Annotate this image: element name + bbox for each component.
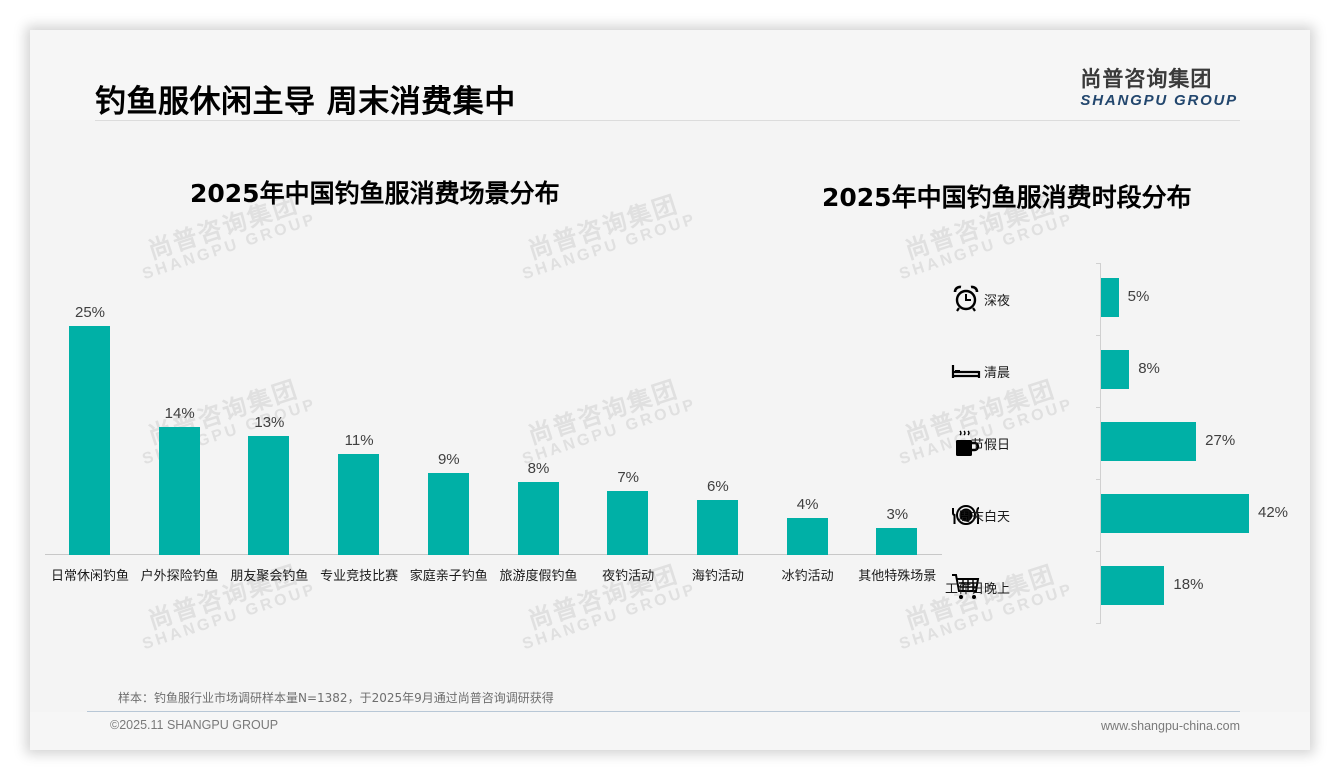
bar-value-label: 18% — [1173, 576, 1204, 593]
axis-tick — [1096, 335, 1101, 336]
footer-band — [30, 712, 1310, 750]
bar-value-label: 8% — [1138, 360, 1160, 377]
bar-value-label: 8% — [527, 459, 550, 477]
bar-value-label: 42% — [1258, 504, 1289, 521]
category-label: 周末白天 — [957, 510, 1010, 525]
bar-value-label: 4% — [796, 496, 819, 514]
bar-row: 工作日晚上 18% — [945, 566, 1310, 608]
page-title: 钓鱼服休闲主导 周末消费集中 — [95, 84, 516, 120]
bar-group: 13% 朋友聚会钓鱼 — [224, 290, 314, 584]
bar — [158, 426, 200, 555]
bar-value-label: 27% — [1205, 432, 1236, 449]
bar-group: 4% 冰钓活动 — [763, 290, 853, 584]
axis-tick — [1096, 479, 1101, 480]
plate-fork-knife-icon — [950, 499, 982, 531]
bar-row: 深夜 5% — [950, 278, 1310, 320]
bar-value-label: 14% — [164, 404, 195, 422]
bar-row: 节假日 27% — [950, 422, 1310, 464]
bar-group: 3% 其他特殊场景 — [852, 290, 942, 584]
bar — [1101, 494, 1249, 533]
title-divider — [95, 120, 1240, 121]
bar — [338, 454, 380, 555]
category-label: 日常休闲钓鱼 — [50, 569, 129, 584]
footer-divider — [87, 711, 1240, 712]
bar — [1101, 566, 1165, 605]
scene-bar-chart: 25% 日常休闲钓鱼 14% 户外探险钓鱼 13% 朋友聚会钓鱼 11% 专业竞技比赛 9% 家庭… — [45, 290, 942, 584]
bar — [248, 435, 290, 555]
bar — [607, 490, 649, 555]
category-label: 节假日 — [970, 438, 1010, 453]
bar-value-label: 9% — [437, 450, 460, 468]
bar-group: 9% 家庭亲子钓鱼 — [404, 290, 494, 584]
bar — [69, 326, 110, 555]
scene-chart-title: 2025年中国钓鱼服消费场景分布 — [190, 179, 560, 208]
hot-coffee-mug-icon — [950, 427, 982, 459]
category-label: 朋友聚会钓鱼 — [230, 569, 309, 584]
bar — [696, 500, 738, 555]
bar-group: 25% 日常休闲钓鱼 — [45, 290, 135, 584]
bar — [1101, 422, 1197, 461]
category-label: 户外探险钓鱼 — [140, 569, 219, 584]
category-label: 海钓活动 — [691, 569, 744, 584]
website-link: www.shangpu-china.com — [1101, 719, 1240, 733]
x-axis — [45, 554, 942, 555]
bar-value-label: 7% — [617, 468, 640, 486]
bar-value-label: 5% — [1127, 288, 1150, 305]
alarm-clock-icon — [950, 283, 982, 315]
category-label: 专业竞技比赛 — [320, 569, 399, 584]
bar — [876, 527, 918, 555]
axis-tick — [1096, 407, 1101, 408]
shopping-cart-icon — [950, 571, 982, 603]
bar-value-label: 3% — [886, 505, 909, 523]
company-logo: 尚普咨询集团 SHANGPU GROUP — [1080, 63, 1238, 109]
bar-row: 清晨 8% — [950, 350, 1310, 392]
axis-tick — [1096, 551, 1101, 552]
category-label: 家庭亲子钓鱼 — [409, 569, 488, 584]
bar-value-label: 11% — [344, 432, 374, 450]
bar — [517, 481, 559, 555]
copyright: ©2025.11 SHANGPU GROUP — [110, 718, 279, 732]
bar — [427, 472, 469, 555]
bed-icon — [950, 355, 982, 387]
bar-group: 7% 夜钓活动 — [583, 290, 673, 584]
y-axis — [1100, 263, 1101, 623]
bar-value-label: 6% — [707, 478, 729, 496]
bar-row: 周末白天 42% — [950, 494, 1310, 536]
logo-chinese: 尚普咨询集团 — [1080, 67, 1213, 91]
category-label: 工作日晚上 — [944, 582, 1010, 597]
bar-group: 8% 旅游度假钓鱼 — [494, 290, 584, 584]
category-label: 旅游度假钓鱼 — [499, 569, 578, 584]
bar-group: 14% 户外探险钓鱼 — [135, 290, 225, 584]
header-band — [30, 30, 1310, 120]
axis-tick — [1096, 623, 1101, 624]
category-label: 其他特殊场景 — [858, 569, 937, 584]
sample-note: 样本：钓鱼服行业市场调研样本量N=1382，于2025年9月通过尚普咨询调研获得 — [118, 691, 554, 705]
slide-card: 钓鱼服休闲主导 周末消费集中 尚普咨询集团 SHANGPU GROUP 尚普咨询… — [30, 30, 1310, 750]
bar — [786, 518, 828, 555]
category-label: 清晨 — [983, 366, 1010, 381]
category-label: 深夜 — [983, 294, 1010, 309]
bar — [1101, 350, 1130, 389]
bar — [1101, 278, 1119, 317]
bar-group: 6% 海钓活动 — [673, 290, 763, 584]
time-chart-title: 2025年中国钓鱼服消费时段分布 — [822, 183, 1192, 212]
bar-group: 11% 专业竞技比赛 — [314, 290, 404, 584]
bar-value-label: 25% — [74, 304, 106, 321]
category-label: 夜钓活动 — [602, 569, 655, 584]
bar-value-label: 13% — [254, 413, 285, 431]
axis-tick — [1096, 263, 1101, 264]
logo-english: SHANGPU GROUP — [1080, 92, 1238, 109]
category-label: 冰钓活动 — [781, 569, 834, 584]
